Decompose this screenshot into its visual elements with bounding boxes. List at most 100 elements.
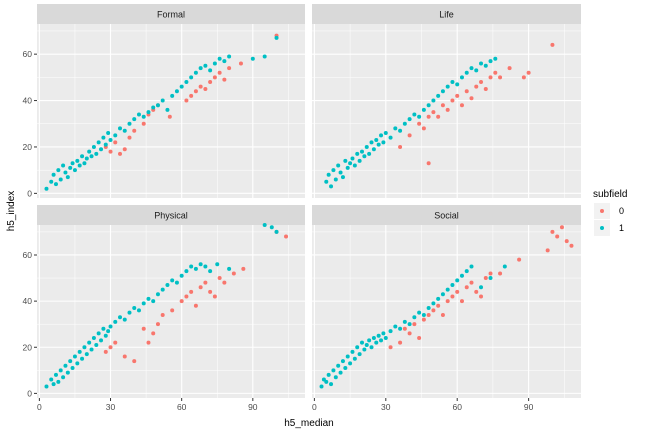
data-point-subfield-0	[450, 98, 455, 103]
data-point-subfield-1	[319, 384, 324, 389]
data-point-subfield-0	[113, 140, 118, 145]
data-point-subfield-0	[555, 234, 560, 239]
y-tick-label: 0	[27, 188, 32, 198]
data-point-subfield-0	[498, 75, 503, 80]
data-point-subfield-1	[58, 368, 63, 373]
data-point-subfield-1	[56, 379, 61, 384]
data-point-subfield-0	[284, 234, 289, 239]
data-point-subfield-1	[63, 170, 68, 175]
data-point-subfield-1	[412, 315, 417, 320]
data-point-subfield-1	[61, 163, 66, 168]
data-point-subfield-0	[436, 303, 441, 308]
data-point-subfield-1	[493, 56, 498, 61]
data-point-subfield-0	[398, 144, 403, 149]
data-point-subfield-1	[203, 63, 208, 68]
data-point-subfield-0	[507, 66, 512, 71]
data-point-subfield-1	[184, 80, 189, 84]
data-point-subfield-0	[222, 280, 227, 285]
data-point-subfield-1	[269, 225, 274, 230]
data-point-subfield-1	[455, 278, 460, 283]
data-point-subfield-1	[118, 126, 123, 131]
data-point-subfield-1	[65, 175, 70, 180]
y-tick-label: 20	[23, 142, 33, 152]
data-point-subfield-0	[113, 340, 118, 345]
data-point-subfield-1	[215, 262, 220, 267]
data-point-subfield-1	[198, 262, 203, 267]
x-axis-title: h5_median	[284, 418, 333, 429]
data-point-subfield-1	[165, 282, 170, 287]
data-point-subfield-1	[70, 161, 75, 166]
data-point-subfield-1	[89, 154, 94, 159]
data-point-subfield-1	[371, 147, 376, 152]
data-point-subfield-0	[108, 149, 113, 154]
data-point-subfield-1	[94, 342, 99, 347]
data-point-subfield-1	[364, 144, 369, 149]
data-point-subfield-1	[469, 264, 474, 269]
data-point-subfield-0	[141, 326, 146, 331]
data-point-subfield-1	[338, 170, 343, 175]
data-point-subfield-1	[227, 266, 232, 271]
data-point-subfield-1	[362, 154, 367, 159]
data-point-subfield-0	[445, 299, 450, 304]
data-point-subfield-1	[274, 229, 279, 234]
data-point-subfield-1	[464, 269, 469, 274]
data-point-subfield-1	[68, 165, 73, 170]
data-point-subfield-1	[421, 312, 426, 317]
data-point-subfield-1	[402, 319, 407, 324]
data-point-subfield-1	[421, 107, 426, 112]
data-point-subfield-1	[227, 54, 232, 59]
data-point-subfield-1	[450, 282, 455, 287]
data-point-subfield-1	[122, 317, 127, 322]
data-point-subfield-1	[136, 308, 141, 313]
data-point-subfield-0	[479, 80, 484, 84]
data-point-subfield-0	[231, 271, 236, 276]
x-tick-label: 30	[106, 402, 116, 412]
data-point-subfield-1	[336, 163, 341, 168]
data-point-subfield-0	[493, 70, 498, 75]
data-point-subfield-0	[426, 161, 431, 166]
data-point-subfield-1	[333, 177, 338, 182]
data-point-subfield-1	[371, 336, 376, 341]
y-tick-label: 0	[27, 388, 32, 398]
data-point-subfield-1	[379, 133, 384, 138]
data-point-subfield-1	[417, 310, 422, 315]
data-point-subfield-0	[440, 312, 445, 317]
data-point-subfield-0	[184, 294, 189, 299]
data-point-subfield-1	[122, 128, 127, 133]
data-point-subfield-0	[151, 331, 156, 336]
data-point-subfield-0	[550, 229, 555, 234]
data-point-subfield-1	[502, 264, 507, 269]
y-tick-label: 40	[23, 96, 33, 106]
facet-label-life: Life	[439, 10, 454, 20]
data-point-subfield-1	[84, 156, 89, 161]
data-point-subfield-1	[77, 349, 82, 354]
data-point-subfield-1	[352, 163, 357, 168]
data-point-subfield-1	[352, 356, 357, 361]
data-point-subfield-0	[421, 126, 426, 131]
data-point-subfield-0	[459, 299, 464, 304]
data-point-subfield-1	[445, 287, 450, 292]
data-point-subfield-1	[379, 338, 384, 343]
data-point-subfield-1	[362, 347, 367, 352]
data-point-subfield-0	[103, 349, 108, 354]
data-point-subfield-0	[155, 322, 160, 327]
data-point-subfield-0	[517, 257, 522, 262]
data-point-subfield-0	[193, 303, 198, 308]
data-point-subfield-0	[402, 326, 407, 331]
data-point-subfield-1	[203, 264, 208, 269]
data-point-subfield-1	[274, 35, 279, 40]
data-point-subfield-0	[407, 331, 412, 336]
data-point-subfield-1	[141, 301, 146, 306]
data-point-subfield-1	[393, 126, 398, 131]
data-point-subfield-1	[87, 149, 92, 154]
data-point-subfield-1	[146, 110, 151, 115]
data-point-subfield-0	[521, 75, 526, 80]
data-point-subfield-1	[469, 66, 474, 71]
data-point-subfield-1	[101, 326, 106, 331]
data-point-subfield-0	[198, 285, 203, 290]
data-point-subfield-1	[160, 287, 165, 292]
data-point-subfield-1	[355, 345, 360, 350]
data-point-subfield-1	[136, 112, 141, 117]
data-point-subfield-1	[103, 333, 108, 338]
